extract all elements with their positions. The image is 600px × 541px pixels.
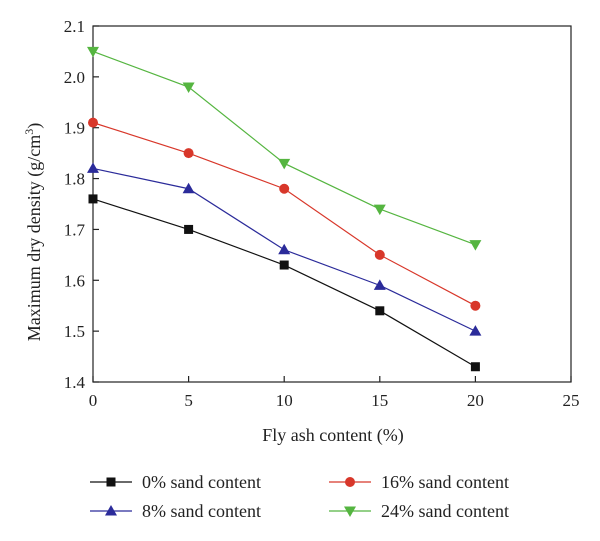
data-point (87, 46, 99, 58)
y-tick-label: 2.0 (64, 68, 85, 87)
legend-label: 8% sand content (142, 501, 261, 521)
y-axis: 1.4 1.5 1.6 1.7 1.8 1.9 2.0 2.1 (64, 17, 99, 392)
x-tick-label: 15 (371, 391, 388, 410)
series-1 (87, 162, 482, 336)
legend-marker (344, 506, 356, 517)
legend-marker (106, 477, 116, 487)
x-tick-label: 25 (563, 391, 580, 410)
x-axis-label: Fly ash content (%) (262, 425, 403, 446)
legend-label: 0% sand content (142, 472, 261, 492)
y-tick-label: 1.4 (64, 373, 86, 392)
data-point (278, 243, 291, 255)
x-tick-label: 5 (184, 391, 193, 410)
y-axis-label-superscript: 3 (22, 129, 36, 135)
legend-marker (345, 477, 355, 487)
y-axis-label-close: ) (24, 123, 45, 129)
x-tick-label: 10 (276, 391, 293, 410)
series-2 (88, 117, 481, 311)
series-line (92, 50, 476, 246)
series-line (92, 122, 476, 307)
legend-item: 16% sand content (329, 472, 509, 492)
series-0 (88, 194, 480, 372)
data-point (87, 162, 99, 173)
legend: 0% sand content 8% sand content 16% sand c… (90, 472, 509, 521)
x-axis: 0 5 10 15 20 25 (89, 376, 580, 410)
legend-item: 24% sand content (329, 501, 509, 521)
legend-label: 16% sand content (381, 472, 509, 492)
y-tick-label: 1.9 (64, 119, 85, 138)
series-3 (87, 46, 482, 251)
data-point (470, 300, 481, 311)
data-point (184, 224, 194, 234)
data-point (182, 182, 195, 194)
legend-item: 0% sand content (90, 472, 261, 492)
x-tick-label: 0 (89, 391, 98, 410)
data-point (470, 362, 480, 372)
data-point (88, 117, 98, 128)
data-point (374, 249, 385, 260)
series-line (92, 198, 476, 368)
plot-area (92, 25, 572, 383)
data-point (469, 240, 482, 251)
y-axis-label-main: Maximum dry density (g/cm (24, 135, 45, 341)
y-tick-label: 1.6 (64, 271, 85, 290)
y-tick-label: 1.8 (64, 170, 85, 189)
data-point (373, 279, 386, 290)
data-point (469, 325, 482, 336)
y-tick-label: 1.5 (64, 322, 85, 341)
legend-item: 8% sand content (90, 501, 261, 521)
data-point (182, 82, 195, 94)
data-point (88, 194, 98, 204)
y-tick-label: 2.1 (64, 17, 85, 36)
plot-frame (92, 25, 572, 383)
y-tick-label: 1.7 (64, 220, 86, 239)
legend-marker (105, 505, 117, 516)
data-series (87, 46, 482, 372)
data-point (279, 260, 289, 270)
data-point (279, 183, 290, 194)
data-point (375, 306, 385, 316)
data-point (183, 148, 194, 159)
y-axis-label: Maximum dry density (g/cm3) (22, 123, 45, 341)
data-point (373, 204, 386, 216)
data-point (278, 158, 291, 170)
legend-label: 24% sand content (381, 501, 509, 521)
x-tick-label: 20 (467, 391, 484, 410)
